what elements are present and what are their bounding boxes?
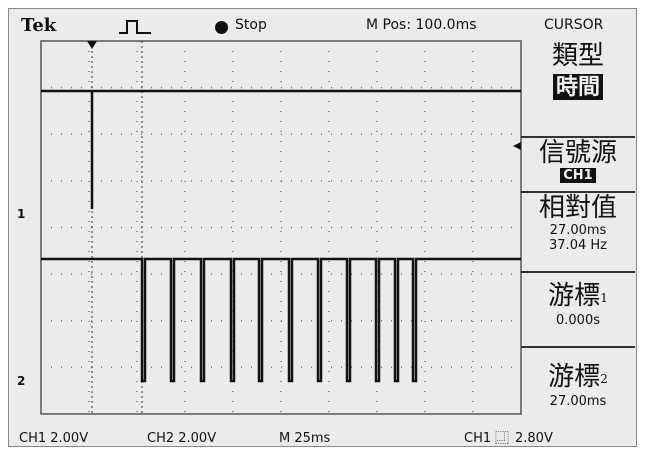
menu-label: 類型	[521, 41, 635, 71]
menu-cursor-2[interactable]: 游標2 27.00ms	[521, 346, 635, 428]
trigger-slope: ⿽	[495, 429, 509, 447]
ch1-scale: CH1 2.00V	[19, 431, 88, 446]
menu-label: 游標	[548, 362, 600, 392]
ch2-marker: 2	[17, 374, 25, 388]
menu-title: CURSOR	[544, 17, 603, 33]
timebase: M 25ms	[279, 431, 330, 446]
trigger-source: CH1	[464, 431, 491, 446]
acquisition-status: Stop	[235, 17, 267, 33]
trigger-icon	[119, 19, 153, 35]
trigger-level-marker	[513, 142, 521, 150]
menu-value: 時間	[553, 74, 603, 100]
menu-source[interactable]: 信號源 CH1	[521, 136, 635, 193]
brand: Tek	[21, 15, 56, 36]
stop-indicator	[215, 21, 228, 34]
cursor-index: 2	[600, 372, 608, 386]
cursor-position: 0.000s	[521, 313, 635, 328]
menu-cursor-1[interactable]: 游標1 0.000s	[521, 271, 635, 348]
cursor-position: 27.00ms	[521, 394, 635, 409]
horizontal-position: M Pos: 100.0ms	[366, 17, 477, 33]
menu-label: 信號源	[521, 138, 635, 168]
delta-frequency: 37.04 Hz	[521, 238, 635, 253]
trigger-level: 2.80V	[515, 431, 553, 446]
menu-label: 游標	[548, 281, 600, 311]
cursor-index: 1	[600, 291, 608, 305]
ch2-scale: CH2 2.00V	[147, 431, 216, 446]
screen: Tek Stop M Pos: 100.0ms CURSOR 1 2 類型 時間…	[8, 8, 637, 447]
trigger-pos-marker	[87, 41, 97, 49]
menu-value: CH1	[560, 168, 595, 183]
menu-label: 相對值	[521, 193, 635, 223]
menu-type[interactable]: 類型 時間	[521, 41, 635, 136]
oscilloscope-screenshot: Tek Stop M Pos: 100.0ms CURSOR 1 2 類型 時間…	[0, 0, 645, 455]
delta-time: 27.00ms	[521, 223, 635, 238]
menu-delta[interactable]: 相對值 27.00ms 37.04 Hz	[521, 191, 635, 273]
ch1-marker: 1	[17, 207, 25, 221]
